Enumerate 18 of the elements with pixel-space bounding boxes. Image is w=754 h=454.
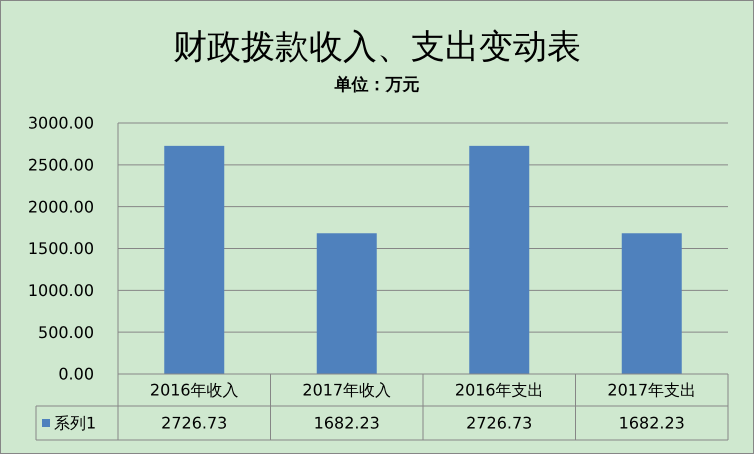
x-tick-label: 2016年收入 bbox=[150, 380, 239, 400]
y-tick-label: 0.00 bbox=[58, 364, 94, 384]
y-tick-label: 2000.00 bbox=[28, 197, 94, 216]
x-tick-label: 2016年支出 bbox=[454, 380, 544, 400]
y-tick-label: 3000.00 bbox=[28, 114, 94, 133]
y-tick-label: 500.00 bbox=[38, 322, 94, 342]
data-label: 2726.73 bbox=[161, 414, 228, 433]
chart-subtitle: 单位：万元 bbox=[334, 75, 420, 95]
chart-title: 财政拨款收入、支出变动表 bbox=[173, 27, 581, 67]
y-tick-label: 1000.00 bbox=[28, 280, 94, 300]
y-tick-label: 2500.00 bbox=[28, 155, 94, 174]
legend-label: 系列1 bbox=[54, 414, 96, 433]
data-label: 2726.73 bbox=[466, 414, 532, 433]
data-label: 1682.23 bbox=[314, 414, 380, 433]
data-label: 1682.23 bbox=[618, 414, 685, 433]
x-tick-label: 2017年收入 bbox=[302, 380, 392, 400]
y-tick-label: 1500.00 bbox=[28, 239, 94, 258]
x-tick-label: 2017年支出 bbox=[607, 380, 696, 400]
